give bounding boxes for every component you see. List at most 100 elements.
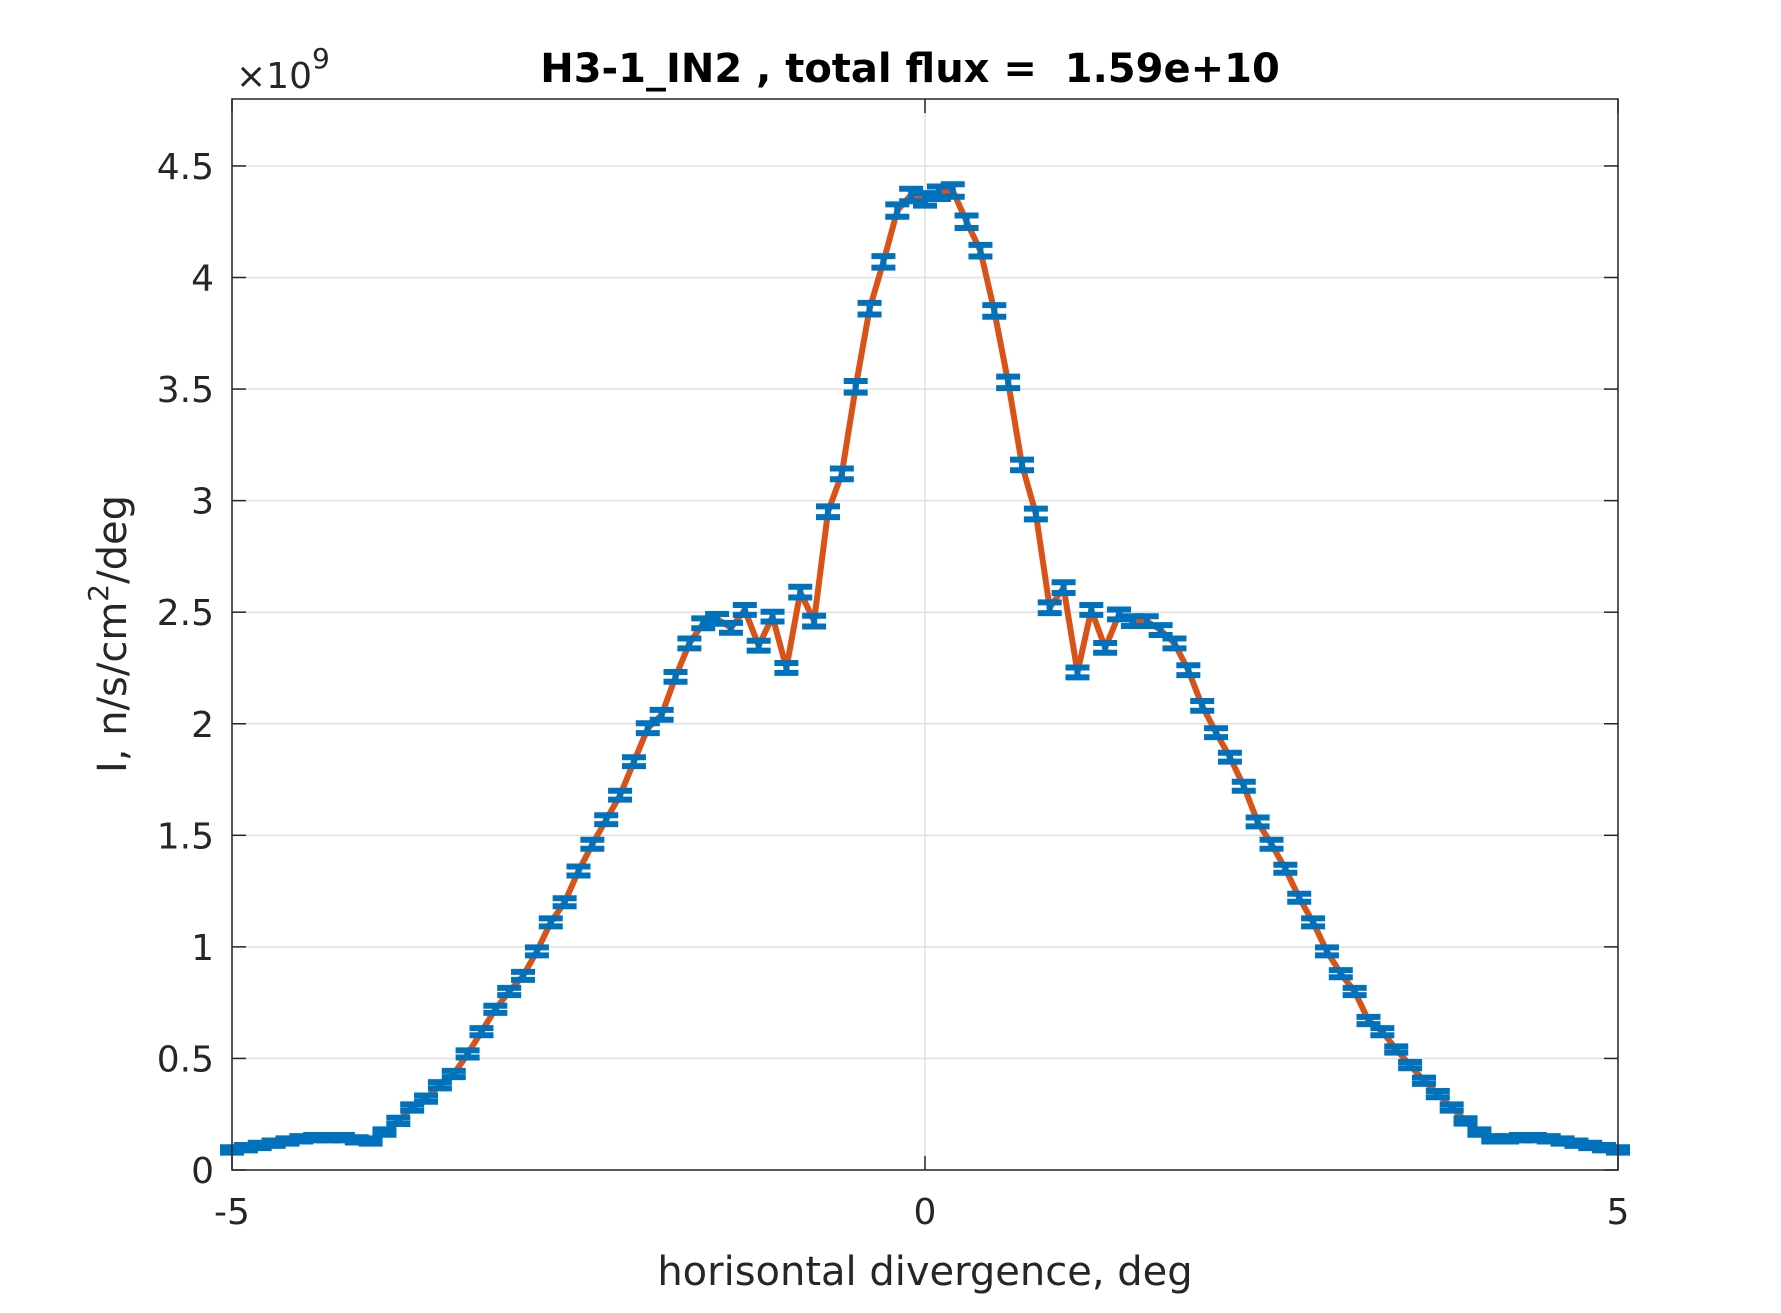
error-bar-point	[1370, 1025, 1395, 1039]
error-bar-point	[372, 1126, 397, 1138]
error-bar-point	[1107, 606, 1132, 623]
error-bar-point	[1342, 984, 1367, 999]
y-tick-label: 2	[191, 705, 214, 746]
error-bar-point	[469, 1025, 494, 1039]
tick-labels: 00.511.522.533.544.5-5 0 5	[157, 147, 1630, 1233]
error-bar-point	[677, 635, 702, 652]
y-tick-label: 0.5	[157, 1039, 214, 1080]
error-bar-point	[1231, 778, 1256, 794]
error-bar-point	[760, 608, 785, 625]
error-bar-point	[829, 465, 854, 483]
error-bar-point	[538, 915, 563, 930]
error-bar-point	[691, 615, 716, 632]
error-bar-point	[885, 201, 910, 220]
error-bar-point	[774, 660, 799, 676]
error-bar-point	[663, 668, 688, 685]
y-exponent-power: 9	[312, 42, 330, 75]
y-tick-label: 3	[191, 482, 214, 523]
error-bar-point	[511, 968, 536, 983]
error-bar-point	[968, 241, 993, 260]
error-bar-point	[913, 190, 937, 209]
error-bar-point	[455, 1047, 480, 1061]
error-bar-point	[1287, 890, 1312, 905]
error-bar-point	[788, 583, 813, 601]
error-bar-point	[649, 706, 674, 723]
error-bar-point	[1176, 662, 1201, 679]
error-bar-point	[1384, 1043, 1409, 1056]
error-bar-point	[940, 181, 965, 200]
error-bar-point	[566, 863, 591, 879]
error-bar-point	[996, 373, 1021, 392]
x-tick-label: 5	[1607, 1192, 1630, 1233]
error-bar-point	[621, 754, 646, 770]
error-bar-point	[746, 637, 771, 654]
error-bar-point	[1079, 602, 1104, 618]
y-axis-label-end: /deg	[90, 495, 136, 584]
error-bar-point	[1051, 579, 1076, 596]
error-bar-point	[899, 185, 924, 205]
error-bar-point	[1065, 664, 1090, 681]
error-bar-point	[1453, 1115, 1478, 1127]
y-exponent-label: ×109	[236, 42, 330, 97]
error-bar-point	[1411, 1074, 1436, 1087]
chart-title: H3-1_IN2 , total flux = 1.59e+10	[540, 46, 1280, 92]
error-bar-point	[552, 895, 577, 910]
y-tick-label: 0	[191, 1151, 214, 1192]
y-axis-label: I, n/s/cm2/deg	[82, 495, 136, 773]
error-bar-point	[580, 836, 605, 852]
error-bar-point	[427, 1079, 452, 1092]
error-bar-point	[1204, 725, 1229, 741]
error-bar-point	[1259, 836, 1284, 852]
error-bar-point	[483, 1002, 508, 1016]
error-bar-point	[1023, 505, 1048, 523]
error-bar-point	[1425, 1088, 1450, 1101]
y-axis-label-main: I, n/s/cm	[90, 602, 136, 773]
y-tick-label: 1	[191, 928, 214, 969]
error-bar-point	[358, 1135, 383, 1147]
error-bar-point	[871, 253, 896, 271]
error-bar-point	[497, 984, 522, 999]
y-tick-label: 4	[191, 259, 214, 300]
error-bar-point	[441, 1067, 466, 1081]
error-bar-point	[1148, 622, 1173, 638]
error-bar-point	[1217, 749, 1242, 765]
y-tick-label: 4.5	[157, 147, 214, 188]
error-bar-point	[1093, 639, 1118, 656]
axis-ticks	[231, 99, 1619, 1171]
error-bar-point	[1301, 915, 1326, 930]
error-bar-point	[1162, 635, 1187, 652]
error-bar-point	[1328, 967, 1353, 981]
x-axis-label: horisontal divergence, deg	[657, 1249, 1192, 1295]
error-bar-point	[635, 720, 660, 737]
error-bar-point	[1398, 1059, 1423, 1072]
x-tick-label: 0	[914, 1192, 937, 1233]
error-bar-point	[414, 1092, 439, 1105]
error-bar-point	[608, 787, 633, 803]
x-tick-label: -5	[214, 1192, 250, 1233]
error-bar-point	[815, 503, 840, 521]
y-tick-label: 1.5	[157, 816, 214, 857]
error-bar-point	[718, 619, 743, 636]
error-bars-group	[220, 181, 1630, 1156]
y-tick-label: 2.5	[157, 593, 214, 634]
error-bar-point	[1010, 456, 1035, 474]
error-bar-point	[843, 378, 868, 396]
error-bar-point	[732, 602, 757, 618]
y-exponent-prefix: ×10	[236, 56, 312, 97]
error-bar-point	[1190, 697, 1215, 714]
error-bar-point	[386, 1114, 411, 1128]
error-bar-point	[1439, 1101, 1464, 1114]
error-bar-point	[857, 299, 882, 318]
error-bar-point	[524, 944, 549, 959]
error-bar-point	[1314, 944, 1339, 959]
error-bar-point	[1245, 814, 1270, 830]
error-bar-point	[954, 212, 979, 231]
y-tick-label: 3.5	[157, 370, 214, 411]
error-bar-point	[1273, 861, 1298, 876]
error-bar-point	[802, 612, 827, 630]
error-bar-point	[1037, 599, 1062, 617]
y-axis-label-sup: 2	[82, 584, 115, 602]
error-bar-point	[594, 812, 619, 828]
error-bar-point	[1356, 1013, 1381, 1028]
